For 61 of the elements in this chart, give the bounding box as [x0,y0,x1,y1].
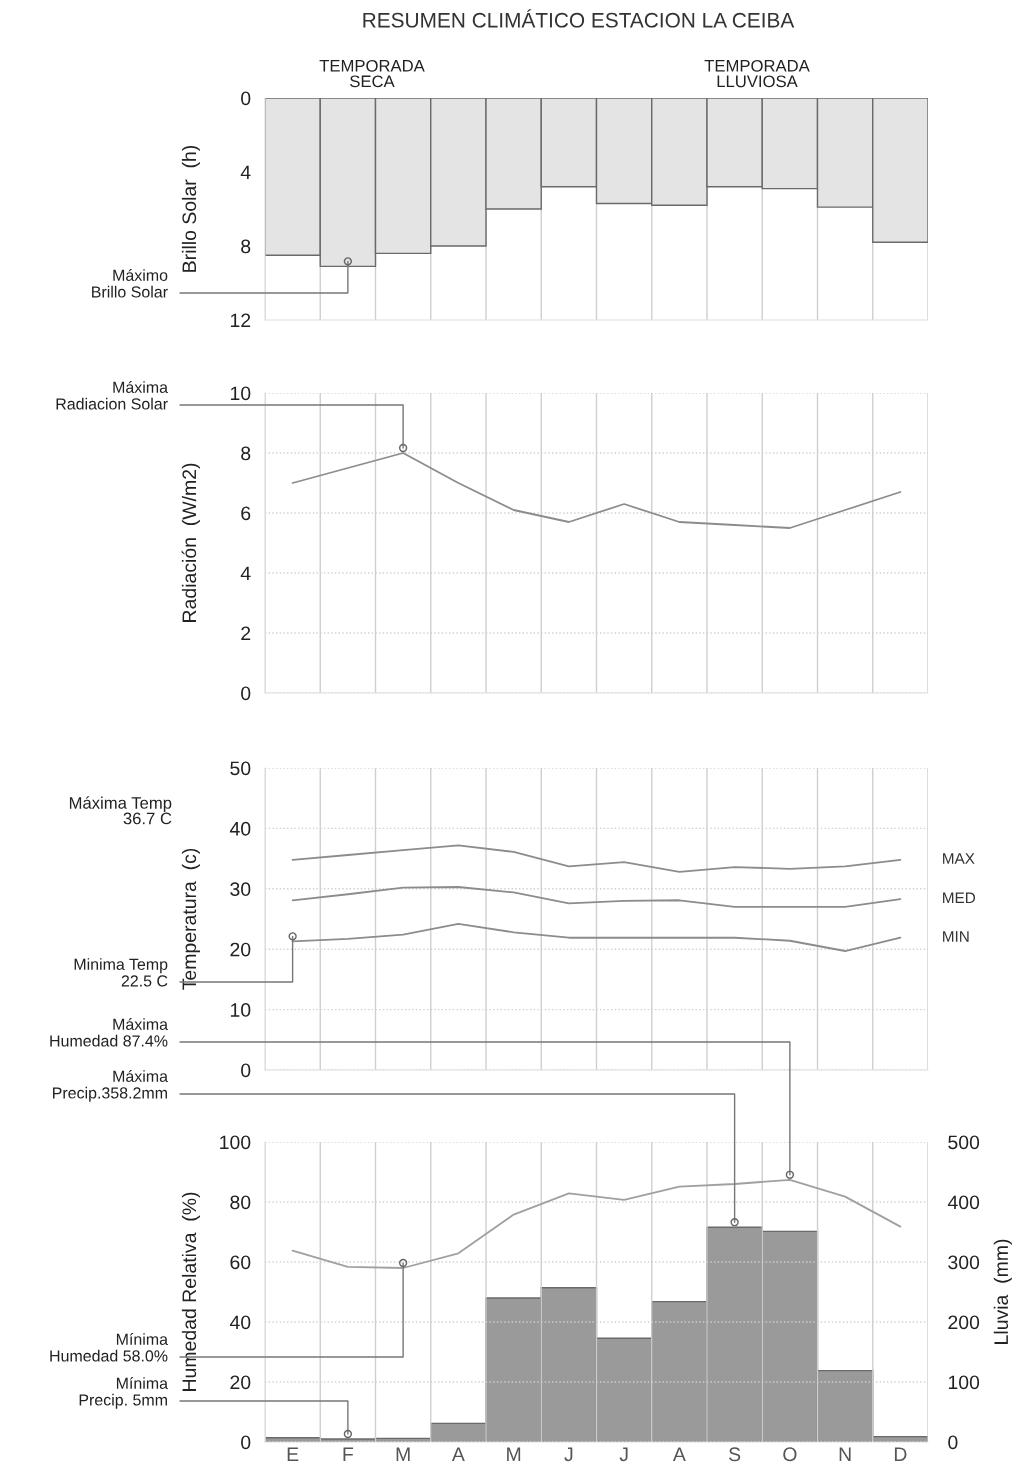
y2-tick-label: 300 [948,1255,980,1270]
y-tick-label: 40 [229,821,251,836]
line-series [291,844,902,873]
y-tick-label: 0 [241,91,251,106]
annotation: Máxima Humedad 87.4% [50,1018,168,1047]
y-axis-title: Radiación (W/m2) [181,463,200,622]
x-tick-label: F [343,1447,354,1461]
y-axis-title: Brillo Solar (h) [181,145,200,272]
text: MIN [943,931,969,942]
y-tick-label: 0 [241,1063,251,1078]
y-tick-label: 20 [230,942,251,957]
y2-tick-label: 0 [948,1435,958,1450]
y-tick-label: 8 [241,239,251,254]
x-tick-label: A [451,1447,465,1461]
annotation: Minima Temp 22.5 C [74,958,168,987]
x-tick-label: J [619,1447,628,1462]
annotation: Mínima Humedad 58.0% [50,1333,168,1362]
text: MED [943,892,976,904]
y-tick-label: 4 [240,165,251,180]
y-tick-label: 0 [241,686,251,701]
x-tick-label: D [894,1447,907,1461]
annotation: Máxima Radiacion Solar [56,381,168,410]
x-tick-label: E [287,1447,299,1461]
text: MAX [943,853,975,864]
y-tick-label: 8 [241,446,251,461]
y2-tick-label: 100 [948,1375,980,1390]
y-tick-label: 12 [230,313,251,328]
line-series [291,886,902,908]
y2-tick-label: 400 [947,1195,980,1210]
x-tick-label: J [564,1447,573,1462]
x-tick-label: A [672,1447,686,1461]
y-tick-label: 30 [230,882,251,897]
text: Mínima Precip. 5mm [79,1377,168,1409]
x-tick-label: M [507,1447,521,1461]
y-tick-label: 0 [241,1435,251,1450]
x-tick-label: S [729,1447,741,1462]
y-tick-label: 50 [230,761,251,776]
y-tick-label: 6 [241,506,251,521]
y-tick-label: 2 [241,626,251,641]
y-tick-label: 10 [230,386,251,401]
x-tick-label: N [839,1447,851,1461]
annotation: Máximo Brillo Solar [92,269,168,298]
y-tick-label: 100 [220,1135,251,1150]
text: TEMPORADA SECA [319,59,425,88]
y-tick-label: 80 [230,1195,251,1210]
y-axis-title: Temperatura (c) [181,848,200,990]
y-axis-title: Humedad Relativa (%) [181,1192,200,1391]
text: TEMPORADA LLUVIOSA [704,59,810,88]
y-tick-label: 20 [230,1375,251,1390]
y2-axis-title: Lluvia (mm) [993,1239,1012,1344]
y2-tick-label: 500 [948,1135,980,1150]
chart-title: RESUMEN CLIMÁTICO ESTACION LA CEIBA [363,9,795,28]
y2-tick-label: 200 [948,1315,980,1330]
x-tick-label: O [783,1447,797,1462]
y-tick-label: 4 [240,566,251,581]
text: Máxima Temp 36.7 C [69,796,172,825]
y-tick-label: 10 [230,1003,251,1017]
text: Máxima Precip.358.2mm [53,1070,168,1102]
x-tick-label: M [396,1447,410,1461]
y-tick-label: 40 [229,1315,251,1330]
y-tick-label: 60 [230,1255,251,1270]
